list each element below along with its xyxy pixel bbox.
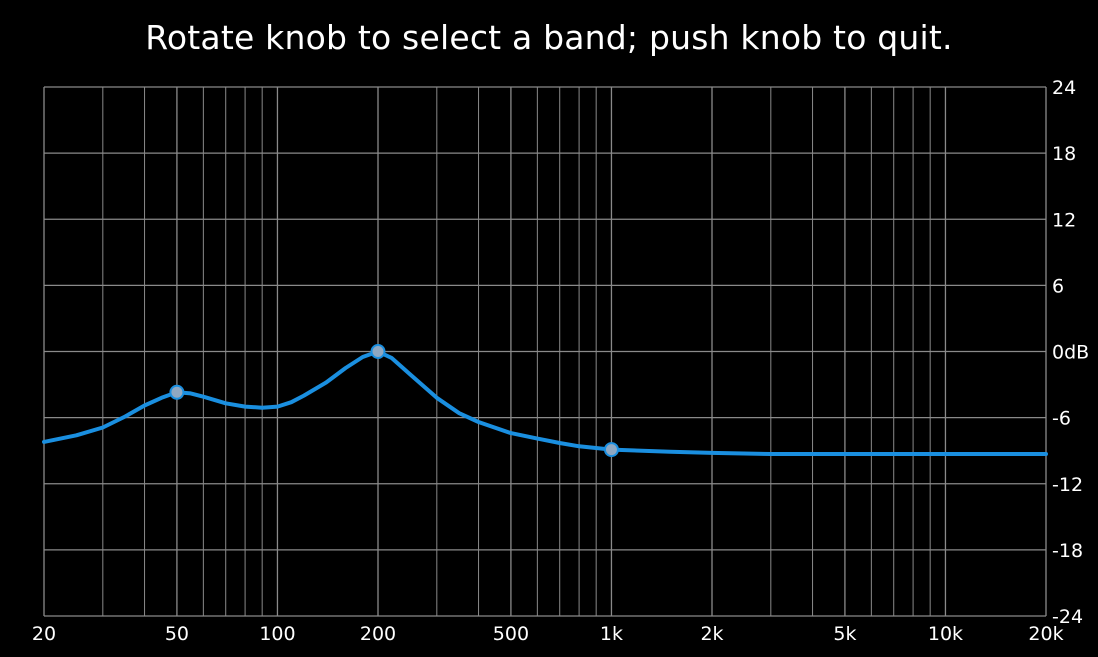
y-tick-label: -24 bbox=[1052, 606, 1083, 628]
x-tick-label: 50 bbox=[165, 623, 189, 645]
band-marker-1[interactable] bbox=[169, 384, 185, 400]
x-tick-label: 100 bbox=[259, 623, 295, 645]
x-tick-label: 20k bbox=[1028, 623, 1063, 645]
band-marker-2[interactable] bbox=[370, 344, 386, 359]
y-tick-label: 18 bbox=[1052, 143, 1076, 165]
x-tick-label: 200 bbox=[360, 623, 396, 645]
band-marker-3[interactable] bbox=[603, 442, 619, 458]
x-tick-label: 500 bbox=[493, 623, 529, 645]
x-tick-label: 5k bbox=[833, 623, 856, 645]
x-tick-label: 20 bbox=[32, 623, 56, 645]
y-tick-labels: 24 18 12 6 0dB -6 -12 -18 -24 bbox=[1052, 77, 1089, 628]
band-points-layer bbox=[169, 344, 619, 458]
y-tick-label: -18 bbox=[1052, 540, 1083, 562]
grid-layer bbox=[43, 86, 1047, 617]
x-tick-label: 10k bbox=[928, 623, 963, 645]
curve-layer bbox=[42, 349, 1048, 456]
x-tick-label: 1k bbox=[600, 623, 623, 645]
y-tick-label: 24 bbox=[1052, 77, 1076, 99]
y-tick-label: 6 bbox=[1052, 275, 1064, 297]
instruction-text: Rotate knob to select a band; push knob … bbox=[145, 18, 953, 57]
x-tick-labels: 20 50 100 200 500 1k 2k 5k 10k 20k bbox=[32, 623, 1064, 645]
y-tick-label: -6 bbox=[1052, 408, 1071, 430]
y-tick-label: 12 bbox=[1052, 209, 1076, 231]
x-tick-label: 2k bbox=[700, 623, 723, 645]
eq-response-curve bbox=[42, 349, 1048, 456]
y-tick-label: 0dB bbox=[1052, 342, 1089, 364]
y-tick-label: -12 bbox=[1052, 474, 1083, 496]
